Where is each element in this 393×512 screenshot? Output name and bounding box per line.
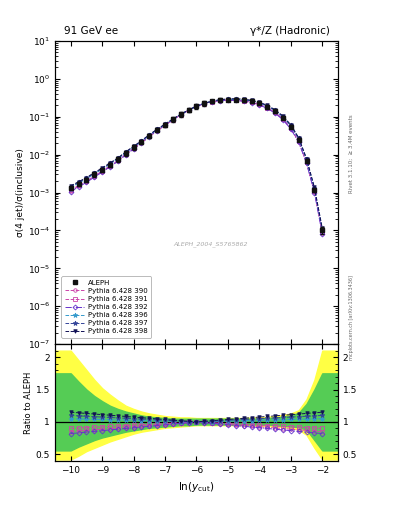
Legend: ALEPH, Pythia 6.428 390, Pythia 6.428 391, Pythia 6.428 392, Pythia 6.428 396, P: ALEPH, Pythia 6.428 390, Pythia 6.428 39… [61,276,151,338]
Y-axis label: σ(4 jet)/σ(inclusive): σ(4 jet)/σ(inclusive) [16,148,25,237]
Text: γ*/Z (Hadronic): γ*/Z (Hadronic) [250,27,329,36]
Y-axis label: Ratio to ALEPH: Ratio to ALEPH [24,371,33,434]
Text: ALEPH_2004_S5765862: ALEPH_2004_S5765862 [173,241,248,247]
Text: mcplots.cern.ch [arXiv:1306.3436]: mcplots.cern.ch [arXiv:1306.3436] [349,275,354,360]
Text: Rivet 3.1.10;  ≥ 3.4M events: Rivet 3.1.10; ≥ 3.4M events [349,114,354,193]
Text: 91 GeV ee: 91 GeV ee [64,27,118,36]
X-axis label: $\ln(y_{\rm cut})$: $\ln(y_{\rm cut})$ [178,480,215,494]
